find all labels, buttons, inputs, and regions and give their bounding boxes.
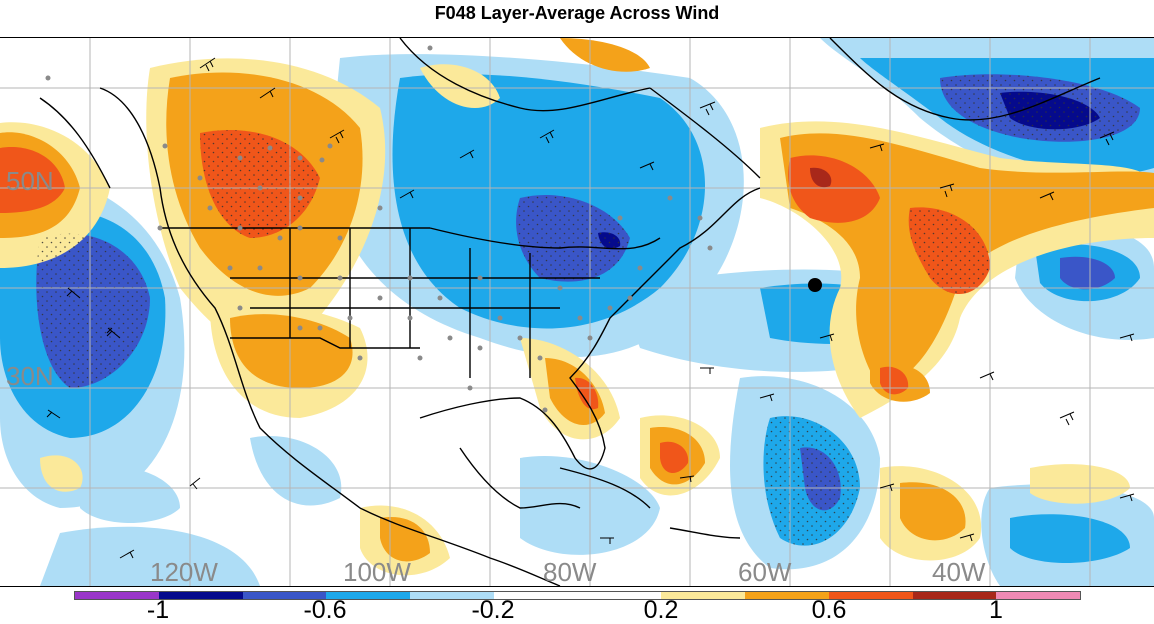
colorbar-label-0-6: 0.6 [811,596,847,624]
lon-label-80w: 80W [543,557,597,587]
colorbar-swatch [493,592,578,599]
coastlines [39,38,1101,586]
colorbar-swatch [828,592,913,599]
lon-label-60w: 60W [738,557,792,587]
station-dots [45,45,713,413]
dark-red-fields [810,167,832,188]
colorbar-swatch [912,592,997,599]
lon-label-40w: 40W [932,557,986,587]
lat-label-30n: 30N [6,361,54,391]
map-panel: 50N 30N 120W 100W 80W 60W 40W [0,37,1154,587]
lat-label-50n: 50N [6,166,54,196]
colorbar-swatch [745,592,829,599]
colorbar-label-neg0-6: -0.6 [303,596,347,624]
colorbar-swatch [158,592,243,599]
colorbar-swatch [326,592,410,599]
colorbar-swatch [996,592,1080,599]
highlight-station-marker [808,278,822,292]
lon-label-120w: 120W [150,557,218,587]
colorbar-swatch [242,592,327,599]
wind-barbs [46,57,1135,559]
lon-label-100w: 100W [343,557,411,587]
colorbar-label-0-2: 0.2 [643,596,679,624]
colorbar-swatch [410,592,494,599]
colorbar-label-neg1: -1 [146,596,170,624]
colorbar-label-1: 1 [989,596,1003,624]
colorbar-swatch [75,592,159,599]
colorbar-label-neg0-2: -0.2 [471,596,515,624]
colorbar-swatch [577,592,662,599]
colorbar-swatch [661,592,745,599]
colorbar [74,591,1081,600]
map-title: F048 Layer-Average Across Wind [434,3,720,23]
contour-map [0,38,1154,586]
